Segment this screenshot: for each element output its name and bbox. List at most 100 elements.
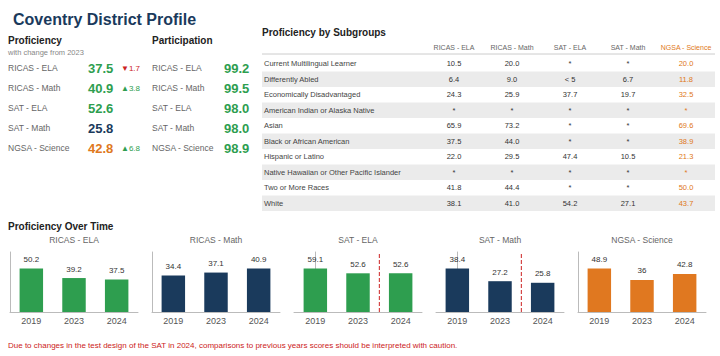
svg-text:2019: 2019 <box>447 316 467 326</box>
svg-text:34.4: 34.4 <box>166 262 182 271</box>
svg-text:29.5: 29.5 <box>505 152 520 161</box>
svg-text:37.5: 37.5 <box>88 61 113 76</box>
svg-text:Asian: Asian <box>264 121 283 130</box>
svg-text:Two or More Races: Two or More Races <box>264 183 329 192</box>
svg-text:*: * <box>627 106 630 115</box>
svg-text:2023: 2023 <box>490 316 510 326</box>
svg-text:Differently Abled: Differently Abled <box>264 75 318 84</box>
svg-text:Hispanic or Latino: Hispanic or Latino <box>264 152 324 161</box>
svg-text:27.1: 27.1 <box>621 199 636 208</box>
svg-text:White: White <box>264 199 283 208</box>
svg-text:25.9: 25.9 <box>505 90 520 99</box>
svg-text:38.1: 38.1 <box>447 199 462 208</box>
svg-text:*: * <box>627 168 630 177</box>
svg-text:2023: 2023 <box>206 316 226 326</box>
svg-text:99.5: 99.5 <box>224 81 249 96</box>
svg-text:6.7: 6.7 <box>623 75 633 84</box>
svg-text:*: * <box>569 106 572 115</box>
svg-text:2024: 2024 <box>391 316 411 326</box>
svg-text:43.7: 43.7 <box>679 199 694 208</box>
svg-text:38.4: 38.4 <box>450 255 466 264</box>
svg-text:27.2: 27.2 <box>492 268 508 277</box>
svg-text:52.6: 52.6 <box>88 101 113 116</box>
svg-text:Due to changes in the test des: Due to changes in the test design of the… <box>8 341 457 350</box>
svg-text:*: * <box>569 59 572 68</box>
svg-text:21.3: 21.3 <box>679 152 694 161</box>
svg-text:37.7: 37.7 <box>563 90 578 99</box>
svg-text:41.8: 41.8 <box>447 183 462 192</box>
svg-text:*: * <box>511 106 514 115</box>
svg-text:*: * <box>569 121 572 130</box>
svg-text:SAT - ELA: SAT - ELA <box>152 103 192 113</box>
svg-text:10.5: 10.5 <box>447 59 462 68</box>
svg-text:50.2: 50.2 <box>24 255 40 264</box>
svg-text:54.2: 54.2 <box>563 199 578 208</box>
svg-text:Current Multilingual Learner: Current Multilingual Learner <box>264 59 357 68</box>
svg-text:98.0: 98.0 <box>224 121 249 136</box>
svg-text:48.9: 48.9 <box>592 255 608 264</box>
svg-text:44.0: 44.0 <box>505 137 520 146</box>
svg-text:42.8: 42.8 <box>677 260 693 269</box>
svg-text:40.9: 40.9 <box>251 255 267 264</box>
svg-text:*: * <box>685 168 688 177</box>
svg-text:Economically Disadvantaged: Economically Disadvantaged <box>264 90 360 99</box>
svg-text:SAT - Math: SAT - Math <box>8 123 50 133</box>
svg-text:25.8: 25.8 <box>535 269 551 278</box>
svg-text:*: * <box>511 168 514 177</box>
svg-text:59.1: 59.1 <box>308 255 324 264</box>
svg-text:RICAS - ELA: RICAS - ELA <box>152 63 202 73</box>
svg-text:99.2: 99.2 <box>224 61 249 76</box>
svg-text:10.5: 10.5 <box>621 152 636 161</box>
svg-text:47.4: 47.4 <box>563 152 578 161</box>
svg-text:< 5: < 5 <box>565 75 576 84</box>
svg-text:2019: 2019 <box>589 316 609 326</box>
svg-text:2019: 2019 <box>21 316 41 326</box>
svg-text:98.0: 98.0 <box>224 101 249 116</box>
svg-text:6.4: 6.4 <box>449 75 459 84</box>
svg-text:*: * <box>569 137 572 146</box>
svg-text:41.0: 41.0 <box>505 199 520 208</box>
svg-text:2019: 2019 <box>305 316 325 326</box>
svg-text:2023: 2023 <box>348 316 368 326</box>
svg-text:22.0: 22.0 <box>447 152 462 161</box>
svg-text:RICAS - Math: RICAS - Math <box>152 83 205 93</box>
svg-text:NGSA - Science: NGSA - Science <box>611 235 673 245</box>
svg-text:40.9: 40.9 <box>88 81 113 96</box>
svg-text:2024: 2024 <box>675 316 695 326</box>
svg-text:36: 36 <box>638 266 647 275</box>
svg-text:2023: 2023 <box>64 316 84 326</box>
svg-text:Proficiency by Subgroups: Proficiency by Subgroups <box>262 27 386 38</box>
svg-text:52.6: 52.6 <box>393 260 409 269</box>
svg-text:RICAS - Math: RICAS - Math <box>190 235 243 245</box>
svg-text:Participation: Participation <box>152 35 213 46</box>
svg-text:▼1.7: ▼1.7 <box>121 64 141 73</box>
svg-text:RICAS - Math: RICAS - Math <box>8 83 61 93</box>
svg-text:2023: 2023 <box>632 316 652 326</box>
svg-text:Coventry District Profile: Coventry District Profile <box>13 11 196 28</box>
svg-text:▲6.8: ▲6.8 <box>121 144 141 153</box>
svg-text:32.5: 32.5 <box>679 90 694 99</box>
svg-text:RICAS - Math: RICAS - Math <box>490 44 533 51</box>
svg-text:▲3.8: ▲3.8 <box>121 84 141 93</box>
svg-text:Black or African American: Black or African American <box>264 137 349 146</box>
svg-text:SAT - ELA: SAT - ELA <box>338 235 378 245</box>
svg-text:2024: 2024 <box>533 316 553 326</box>
svg-text:65.9: 65.9 <box>447 121 462 130</box>
svg-text:2024: 2024 <box>107 316 127 326</box>
svg-text:2019: 2019 <box>163 316 183 326</box>
svg-text:Proficiency: Proficiency <box>8 35 62 46</box>
svg-text:*: * <box>453 168 456 177</box>
svg-text:SAT - Math: SAT - Math <box>152 123 194 133</box>
svg-text:11.8: 11.8 <box>679 75 693 84</box>
svg-text:RICAS - ELA: RICAS - ELA <box>434 44 475 51</box>
svg-text:SAT - Math: SAT - Math <box>479 235 521 245</box>
svg-text:19.7: 19.7 <box>621 90 636 99</box>
svg-text:*: * <box>569 168 572 177</box>
svg-text:24.3: 24.3 <box>447 90 462 99</box>
svg-text:*: * <box>627 137 630 146</box>
svg-text:42.8: 42.8 <box>88 141 113 156</box>
svg-text:2024: 2024 <box>249 316 269 326</box>
svg-text:52.6: 52.6 <box>350 260 366 269</box>
svg-text:*: * <box>627 183 630 192</box>
svg-text:20.0: 20.0 <box>679 59 694 68</box>
